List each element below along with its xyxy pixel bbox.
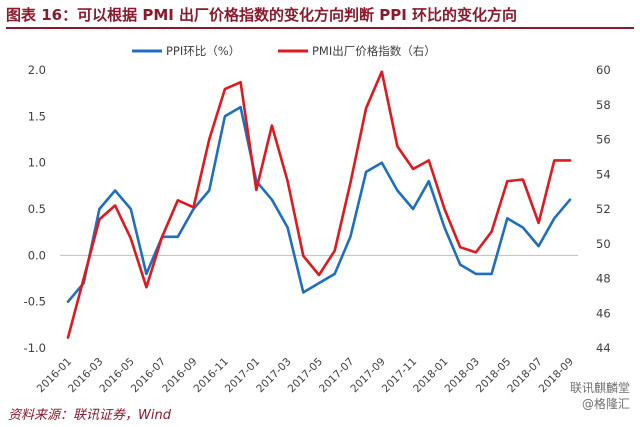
right-axis-tick-label: 52 [596, 202, 611, 216]
watermark: 联讯麒麟堂 @格隆汇 [510, 380, 630, 412]
legend-item-ppi-label: PPI环比（%） [166, 44, 240, 58]
source-note: 资料来源：联讯证券，Wind [8, 408, 171, 423]
left-axis-tick-label: 0.0 [28, 248, 46, 262]
series-layer [66, 70, 572, 339]
right-axis-tick-label: 58 [596, 98, 611, 112]
watermark-line-2: @格隆汇 [581, 397, 630, 411]
right-axis-tick-label: 60 [596, 63, 611, 77]
pmi-series-line [66, 70, 572, 339]
right-axis-tick-label: 46 [596, 306, 611, 320]
left-axis-tick-label: 1.0 [28, 156, 46, 170]
title-divider [6, 27, 634, 29]
left-axis-tick-label: 2.0 [28, 63, 46, 77]
legend: PPI环比（%） PMI出厂价格指数（右） [132, 44, 436, 58]
watermark-line-1: 联讯麒麟堂 [569, 381, 630, 395]
left-axis-tick-label: -1.0 [24, 341, 46, 355]
left-axis-tick-label: 1.5 [28, 109, 46, 123]
chart-title: 图表 16：可以根据 PMI 出厂价格指数的变化方向判断 PPI 环比的变化方向 [6, 6, 518, 24]
left-axis-tick-label: 0.5 [28, 202, 46, 216]
right-axis-tick-label: 44 [596, 341, 611, 355]
right-axis-tick-label: 48 [596, 272, 611, 286]
right-axis-tick-label: 56 [596, 133, 611, 147]
right-axis-tick-label: 54 [596, 167, 611, 181]
left-axis-tick-label: -0.5 [24, 295, 46, 309]
ppi-series-line [66, 105, 572, 304]
right-axis-tick-label: 50 [596, 237, 611, 251]
legend-item-pmi-label: PMI出厂价格指数（右） [312, 44, 436, 58]
